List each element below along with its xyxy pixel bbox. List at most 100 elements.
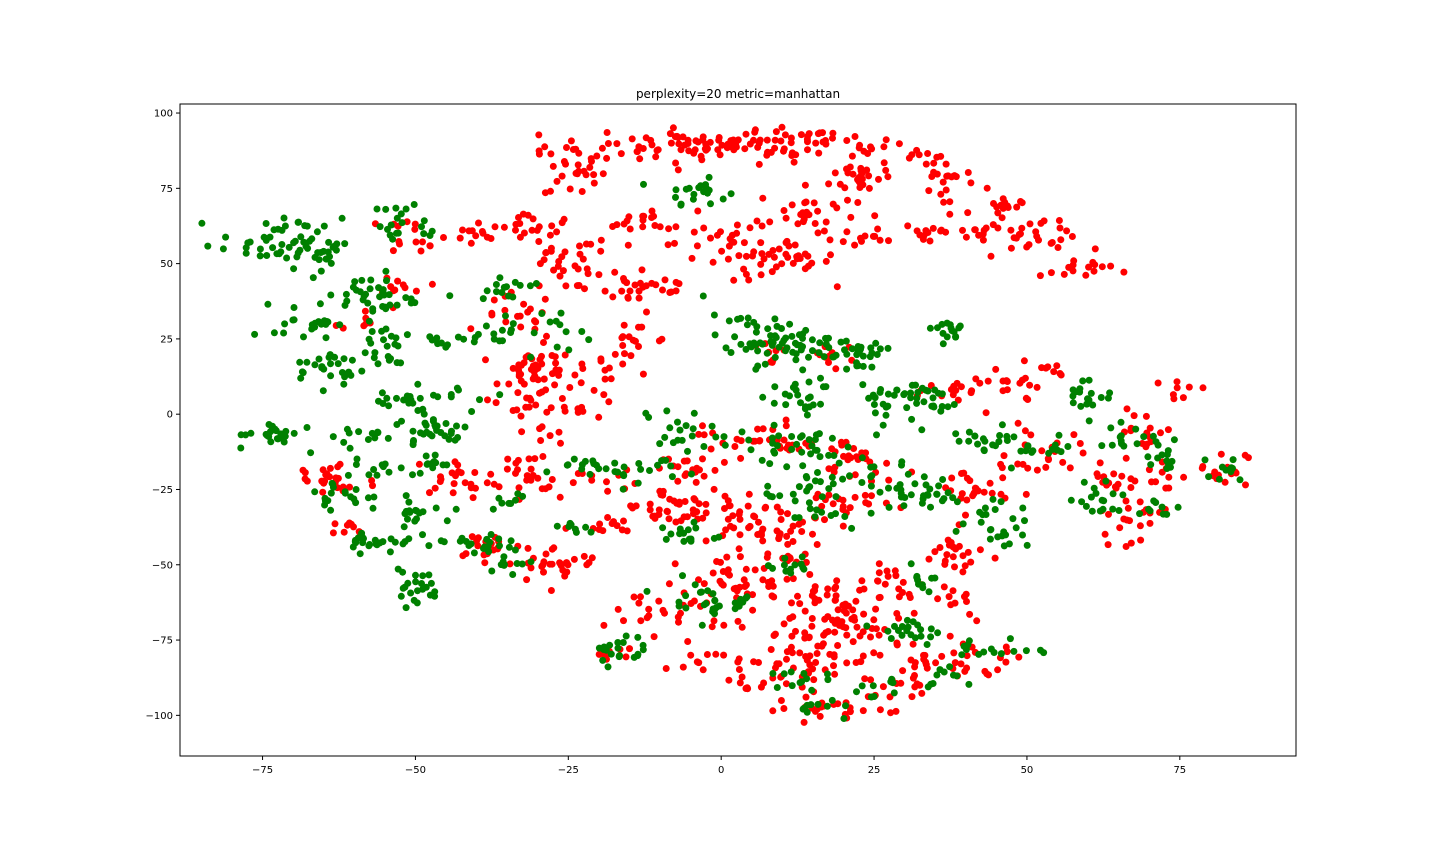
point-green-103-16 [708,422,716,430]
point-red-22-23 [454,461,462,469]
point-green-75-27 [263,252,271,259]
point-green-112-39 [791,497,799,505]
point-red-48-3 [736,679,744,687]
point-red-61-14 [941,557,949,565]
point-red-21-19 [665,515,673,523]
point-green-103-12 [682,422,690,430]
point-green-77-7 [290,316,298,324]
point-red-29-1 [604,514,612,521]
point-green-116-13 [977,518,985,526]
point-red-46-9 [946,632,954,640]
point-red-35-32 [775,535,783,543]
point-green-128-6 [798,678,806,686]
point-green-91-0 [425,571,433,579]
point-red-9-11 [885,237,892,245]
point-green-78-4 [296,358,304,366]
point-green-88-11 [370,493,378,501]
point-red-9-1 [827,251,834,259]
point-green-75-41 [304,244,312,252]
point-green-103-19 [656,440,664,448]
point-green-104-25 [761,360,769,368]
point-red-70-2 [922,160,930,168]
point-green-123-6 [1146,507,1154,515]
point-red-37-14 [681,472,689,479]
point-green-89-10 [425,542,433,550]
point-red-32-10 [426,242,434,250]
point-red-2-20 [575,167,583,175]
point-red-25-15 [320,479,328,487]
point-green-125-19 [639,641,647,649]
point-green-89-21 [366,541,374,548]
point-red-12-6 [745,276,753,284]
point-red-22-20 [452,472,459,480]
point-red-40-15 [780,620,788,628]
point-red-43-0 [875,560,883,568]
point-red-29-4 [620,517,627,525]
point-green-119-6 [1069,399,1077,407]
point-red-35-36 [809,530,816,538]
point-green-78-22 [318,363,326,371]
point-green-116-19 [991,506,999,513]
point-green-132-6 [928,574,936,582]
point-red-11-23 [735,252,743,260]
point-red-69-8 [933,153,941,161]
point-green-130-9 [853,688,860,696]
point-green-79-22 [365,317,373,325]
point-green-82-9 [442,420,450,427]
point-green-80-13 [391,340,399,348]
point-red-8-4 [528,226,536,234]
point-green-78-16 [338,369,346,376]
point-green-91-10 [404,579,412,587]
point-red-13-25 [626,287,634,295]
point-green-105-18 [771,353,779,361]
point-green-108-6 [938,403,946,410]
point-red-9-10 [839,238,847,246]
point-red-39-11 [645,612,653,620]
point-green-96-2 [526,282,534,290]
point-red-59-4 [1053,362,1061,370]
point-green-99-7 [367,276,375,284]
point-red-11-26 [742,252,750,260]
point-red-34-6 [675,500,683,508]
point-red-46-10 [949,587,957,595]
point-red-53-18 [868,492,875,500]
point-green-124-4 [1222,466,1230,474]
point-red-9-8 [858,237,865,245]
point-green-131-14 [923,641,931,648]
point-red-34-29 [695,500,703,508]
point-red-58-8 [984,377,992,385]
point-red-60-22 [988,489,996,497]
point-green-113-9 [791,561,799,569]
point-red-42-15 [824,628,832,635]
point-green-81-10 [378,389,386,397]
point-green-114-21 [897,486,905,494]
point-green-120-15 [1078,498,1086,506]
point-green-112-35 [827,512,835,519]
point-red-2-8 [566,185,574,193]
point-green-84-21 [265,433,273,440]
point-green-98-9 [420,230,428,238]
point-green-110-11 [807,450,815,458]
point-red-16-2 [555,371,563,379]
point-red-69-14 [943,172,951,180]
point-red-74-14 [1089,258,1097,266]
point-green-75-34 [297,233,305,241]
point-green-113-8 [800,565,808,573]
point-red-40-8 [801,607,809,615]
point-red-3-22 [653,147,661,154]
point-red-12-3 [757,271,765,279]
point-red-16-44 [534,364,542,372]
point-green-83-4 [447,393,455,401]
point-red-30-8 [428,280,436,288]
point-green-93-7 [497,561,505,569]
point-green-135-3 [587,528,595,536]
point-green-92-9 [505,543,513,551]
point-green-113-4 [780,561,788,569]
point-red-34-32 [655,506,663,514]
point-red-26-5 [329,529,337,537]
point-red-45-2 [1002,658,1010,666]
point-red-7-12 [694,207,702,215]
point-red-39-10 [620,617,627,625]
point-red-41-42 [843,659,851,667]
point-green-76-13 [324,248,332,256]
